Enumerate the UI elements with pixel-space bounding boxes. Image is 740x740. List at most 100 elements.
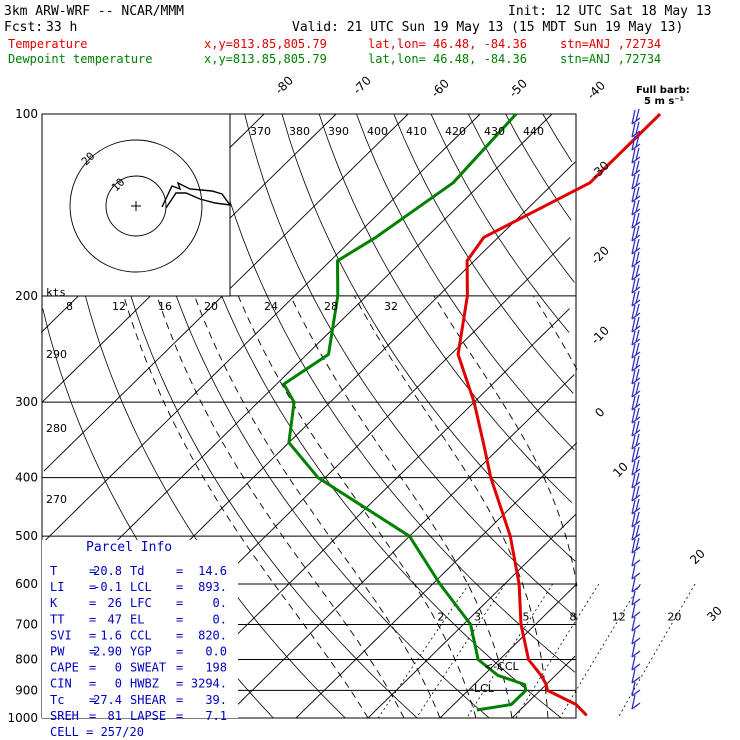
isotherm-label: -30 (588, 158, 612, 182)
wind-barb (631, 572, 641, 580)
wind-barb-flag (631, 317, 636, 333)
wind-barb-flag (635, 277, 640, 291)
pressure-label-900: 900 (15, 683, 38, 697)
wind-barb-flag (631, 681, 636, 697)
wind-barb-flag (635, 381, 640, 395)
isotherm-line (295, 442, 578, 719)
wind-barb-flag (635, 524, 640, 538)
wind-barb-flag (631, 226, 636, 242)
parcel-info-row: TT 47 EL 0. = = (50, 612, 227, 626)
legend-dewpoint-latlon: lat,lon= 46.48, -84.36 (368, 52, 527, 66)
parcel-param-name: SWEAT (130, 661, 166, 675)
wind-barb-flag (635, 459, 640, 473)
wind-barb-flag (631, 629, 636, 645)
parcel-param-name: EL (130, 612, 144, 626)
parcel-param-value: 39. (205, 693, 227, 707)
wind-barb-flag (631, 122, 636, 138)
wind-barb-flag (631, 694, 636, 710)
dry-adiabat-line (281, 113, 576, 562)
parcel-param-value: 0. (213, 596, 227, 610)
wind-barb-flag (631, 668, 636, 684)
wind-barb-flag (631, 642, 636, 658)
isotherm-label: -20 (588, 243, 612, 267)
wind-barb-flag (631, 590, 636, 606)
pressure-label-800: 800 (15, 652, 38, 666)
dry-adiabat-line (393, 113, 574, 394)
wind-barb-flag (631, 239, 636, 255)
legend-temperature-coords: x,y=813.85,805.79 (204, 37, 327, 51)
lcl-marker: -LCL (470, 682, 495, 695)
parcel-equals: = (176, 645, 183, 659)
wind-barb-flag (635, 485, 640, 499)
parcel-equals: = (176, 661, 183, 675)
parcel-equals: = (176, 709, 183, 723)
wind-barb-flag (631, 265, 636, 281)
legend-dewpoint-name: Dewpoint temperature (8, 52, 153, 66)
wind-barb-flag (635, 108, 640, 122)
parcel-info-row: CAPE 0 SWEAT 198 = = (50, 661, 227, 675)
wind-barb-flag (635, 498, 640, 512)
parcel-param-name: Td (130, 564, 144, 578)
wind-barb-flag (631, 252, 636, 268)
wind-barb-flag (631, 499, 636, 515)
legend-temperature-latlon: lat,lon= 46.48, -84.36 (368, 37, 527, 51)
sounding-series (282, 112, 662, 717)
theta-side-label: 290 (46, 348, 67, 361)
dry-adiabat-line (207, 113, 576, 673)
legend-dewpoint-coords: x,y=813.85,805.79 (204, 52, 327, 66)
wind-barb-flag (631, 512, 636, 528)
isotherm-line (43, 113, 481, 542)
isotherm-label: -50 (506, 76, 530, 100)
wind-key-value: 5 m s⁻¹ (644, 96, 684, 107)
hodograph-x-tick: 24 (264, 300, 278, 313)
theta-label: 410 (406, 125, 427, 138)
wind-barb-flag (635, 316, 640, 330)
mixing-ratio-line (515, 583, 600, 719)
parcel-param-name: CAPE (50, 661, 79, 675)
isotherm-label: 10 (610, 459, 631, 480)
wind-barb-flag (635, 394, 640, 408)
parcel-param-value: 14.6 (198, 564, 227, 578)
wind-barb-flag (635, 511, 640, 525)
wind-barb-flag (631, 486, 636, 502)
parcel-param-value: -0.1 (93, 580, 122, 594)
pressure-label-100: 100 (15, 107, 38, 121)
parcel-param-value: 7.1 (205, 709, 227, 723)
wind-barb-flag (631, 538, 636, 554)
temperature-line (456, 112, 662, 717)
parcel-param-name: Tc (50, 693, 64, 707)
dry-adiabat-line (318, 113, 573, 503)
wind-barb-flag (631, 174, 636, 190)
mixing-ratio-label: 12 (612, 610, 626, 623)
wind-barb-flag (631, 278, 636, 294)
wind-barb (631, 611, 641, 619)
wind-barb-flag (635, 368, 640, 382)
isotherm-label: -70 (350, 73, 374, 97)
parcel-param-name: SHEAR (130, 693, 167, 707)
parcel-param-value: 26 (108, 596, 122, 610)
hodograph-ring (69, 139, 203, 273)
dry-adiabat-line (467, 113, 575, 283)
parcel-info-row: Tc 27.4 SHEAR 39. = = (50, 693, 227, 707)
parcel-equals: = (176, 580, 183, 594)
wind-barb-flag (631, 421, 636, 437)
moist-adiabat-line (433, 295, 578, 587)
theta-label: 390 (328, 125, 349, 138)
wind-barb (631, 663, 641, 671)
parcel-param-value: 47 (108, 612, 122, 626)
parcel-param-name: SVI (50, 628, 72, 642)
theta-label: 420 (445, 125, 466, 138)
legend-temperature-station: stn=ANJ ,72734 (560, 37, 661, 51)
wind-barb-flag (635, 433, 640, 447)
hodograph-x-tick: 20 (204, 300, 218, 313)
dry-adiabat-line (95, 113, 418, 719)
wind-barb-flag (631, 525, 636, 541)
parcel-param-value: 0. (213, 612, 227, 626)
parcel-param-value: 20.8 (93, 564, 122, 578)
parcel-equals: = (89, 580, 96, 594)
isotherm-label: -60 (428, 76, 452, 100)
wind-barb-flag (631, 460, 636, 476)
wind-barb-flag (631, 655, 636, 671)
wind-barb (631, 676, 641, 684)
wind-barb-flag (635, 147, 640, 161)
